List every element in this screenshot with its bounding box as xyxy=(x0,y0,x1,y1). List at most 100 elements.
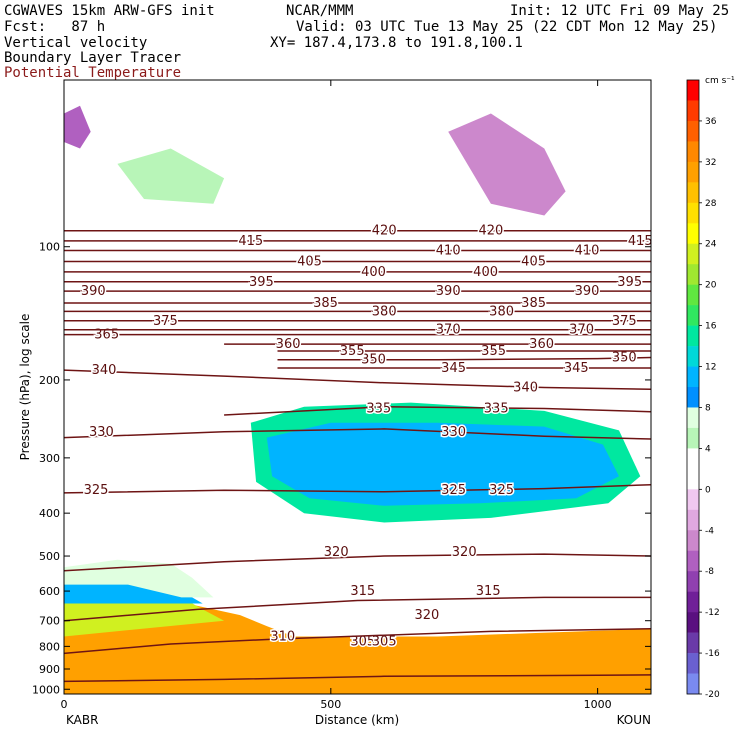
y-tick-label-400: 400 xyxy=(39,507,60,520)
plot-frame xyxy=(63,79,652,695)
left-endpoint-label: KABR xyxy=(66,713,98,727)
theta-label-335-1: 335 xyxy=(484,402,509,417)
colorbar-cell-23 xyxy=(687,550,699,572)
theta-label-325-2: 325 xyxy=(489,483,514,498)
colorbar-cell-0 xyxy=(687,80,699,101)
right-endpoint-label: KOUN xyxy=(617,713,651,727)
theta-label-355-1: 355 xyxy=(481,344,506,359)
colorbar-cell-10 xyxy=(687,284,699,306)
theta-label-375-1: 375 xyxy=(612,314,637,329)
y-tick-label-600: 600 xyxy=(39,585,60,598)
colorbar-cell-29 xyxy=(687,673,699,695)
x-tick-label-500: 500 xyxy=(320,698,341,711)
colorbar-cell-6 xyxy=(687,202,699,224)
theta-label-335-0: 335 xyxy=(366,402,391,417)
theta-label-400-1: 400 xyxy=(473,265,498,280)
org-label: NCAR/MMM xyxy=(286,3,354,19)
colorbar-label-4: 20 xyxy=(705,281,717,291)
colorbar-cell-22 xyxy=(687,530,699,552)
colorbar-label-8: 4 xyxy=(705,444,711,454)
colorbar-cell-13 xyxy=(687,346,699,367)
colorbar-cell-4 xyxy=(687,161,699,183)
colorbar-cell-12 xyxy=(687,325,699,347)
colorbar-cell-5 xyxy=(687,182,699,204)
colorbar-label-13: -16 xyxy=(705,649,720,659)
colorbar-cell-20 xyxy=(687,489,699,511)
theta-label-355-0: 355 xyxy=(340,344,365,359)
theta-contour-325 xyxy=(63,483,652,494)
theta-contour-320 xyxy=(63,553,652,572)
theta-label-380-0: 380 xyxy=(372,304,397,319)
colorbar-unit: cm s⁻¹ xyxy=(705,76,735,86)
colorbar-cell-24 xyxy=(687,571,699,592)
colorbar-cell-27 xyxy=(687,632,699,654)
theta-label-340-1: 340 xyxy=(513,381,538,396)
valid-time: Valid: 03 UTC Tue 13 May 25 (22 CDT Mon … xyxy=(296,19,718,35)
forecast-hour: Fcst: 87 h xyxy=(4,19,106,35)
field-vertical-velocity: Vertical velocity xyxy=(4,35,148,51)
field-boundary-layer-tracer: Boundary Layer Tracer xyxy=(4,50,182,66)
w-region-7 xyxy=(117,148,225,204)
colorbar-cell-14 xyxy=(687,366,699,388)
theta-contour-335 xyxy=(224,406,652,416)
colorbar: 36 32 28 24 20 16 12 8 4 0 -4 -8 -12 -16 -20 xyxy=(686,79,720,700)
theta-label-385-0: 385 xyxy=(313,296,338,311)
colorbar-label-9: 0 xyxy=(705,485,711,495)
theta-contour-310 xyxy=(63,628,652,655)
colorbar-cell-9 xyxy=(687,264,699,285)
theta-contour-330 xyxy=(63,428,652,440)
theta-label-315-0: 315 xyxy=(350,584,375,599)
colorbar-label-5: 16 xyxy=(705,322,717,332)
theta-label-420-1: 420 xyxy=(478,224,503,239)
colorbar-label-10: -4 xyxy=(705,526,714,536)
theta-label-350-0: 350 xyxy=(361,353,386,368)
colorbar-cell-11 xyxy=(687,305,699,326)
theta-label-405-0: 405 xyxy=(297,255,322,270)
x-axis-label: Distance (km) xyxy=(315,713,399,727)
colorbar-label-1: 32 xyxy=(705,158,716,168)
theta-label-365-0: 365 xyxy=(94,328,119,343)
colorbar-cell-2 xyxy=(687,120,699,142)
colorbar-label-7: 8 xyxy=(705,403,711,413)
theta-label-345-0: 345 xyxy=(441,361,466,376)
y-tick-label-800: 800 xyxy=(39,640,60,653)
colorbar-cell-17 xyxy=(687,427,699,449)
w-region-8 xyxy=(64,105,91,149)
colorbar-cell-25 xyxy=(687,591,699,613)
colorbar-cell-19 xyxy=(687,468,699,490)
theta-contour-315 xyxy=(63,596,651,622)
theta-label-410-1: 410 xyxy=(575,244,600,259)
colorbar-label-11: -8 xyxy=(705,567,714,577)
theta-label-345-1: 345 xyxy=(564,361,589,376)
cross-section-endpoints: XY= 187.4,173.8 to 191.8,100.1 xyxy=(270,35,523,51)
theta-label-360-1: 360 xyxy=(529,337,554,352)
theta-label-390-0: 390 xyxy=(81,284,106,299)
theta-label-395-0: 395 xyxy=(249,275,274,290)
theta-label-415-1: 415 xyxy=(628,234,653,249)
y-tick-label-500: 500 xyxy=(39,550,60,563)
theta-label-320-2: 320 xyxy=(414,608,439,623)
colorbar-label-12: -12 xyxy=(705,608,720,618)
w-region-5 xyxy=(266,422,619,506)
theta-label-410-0: 410 xyxy=(436,244,461,259)
theta-label-390-1: 390 xyxy=(436,284,461,299)
y-tick-label-1000: 1000 xyxy=(32,683,60,696)
colorbar-label-0: 36 xyxy=(705,117,717,127)
y-axis-label: Pressure (hPa), log scale xyxy=(18,314,32,461)
colorbar-cell-7 xyxy=(687,223,699,245)
theta-label-405-1: 405 xyxy=(521,255,546,270)
x-tick-label-1000: 1000 xyxy=(584,698,612,711)
w-region-6 xyxy=(448,113,566,216)
y-tick-label-300: 300 xyxy=(39,452,60,465)
field-potential-temperature: Potential Temperature xyxy=(4,65,182,81)
init-time: Init: 12 UTC Fri 09 May 25 xyxy=(510,3,730,19)
theta-label-305-0: 305 xyxy=(350,635,375,650)
colorbar-label-6: 12 xyxy=(705,363,716,373)
theta-contour-350 xyxy=(277,356,652,361)
colorbar-cell-1 xyxy=(687,100,699,122)
theta-label-315-1: 315 xyxy=(476,584,501,599)
theta-label-370-1: 370 xyxy=(569,323,594,338)
colorbar-label-2: 28 xyxy=(705,199,717,209)
